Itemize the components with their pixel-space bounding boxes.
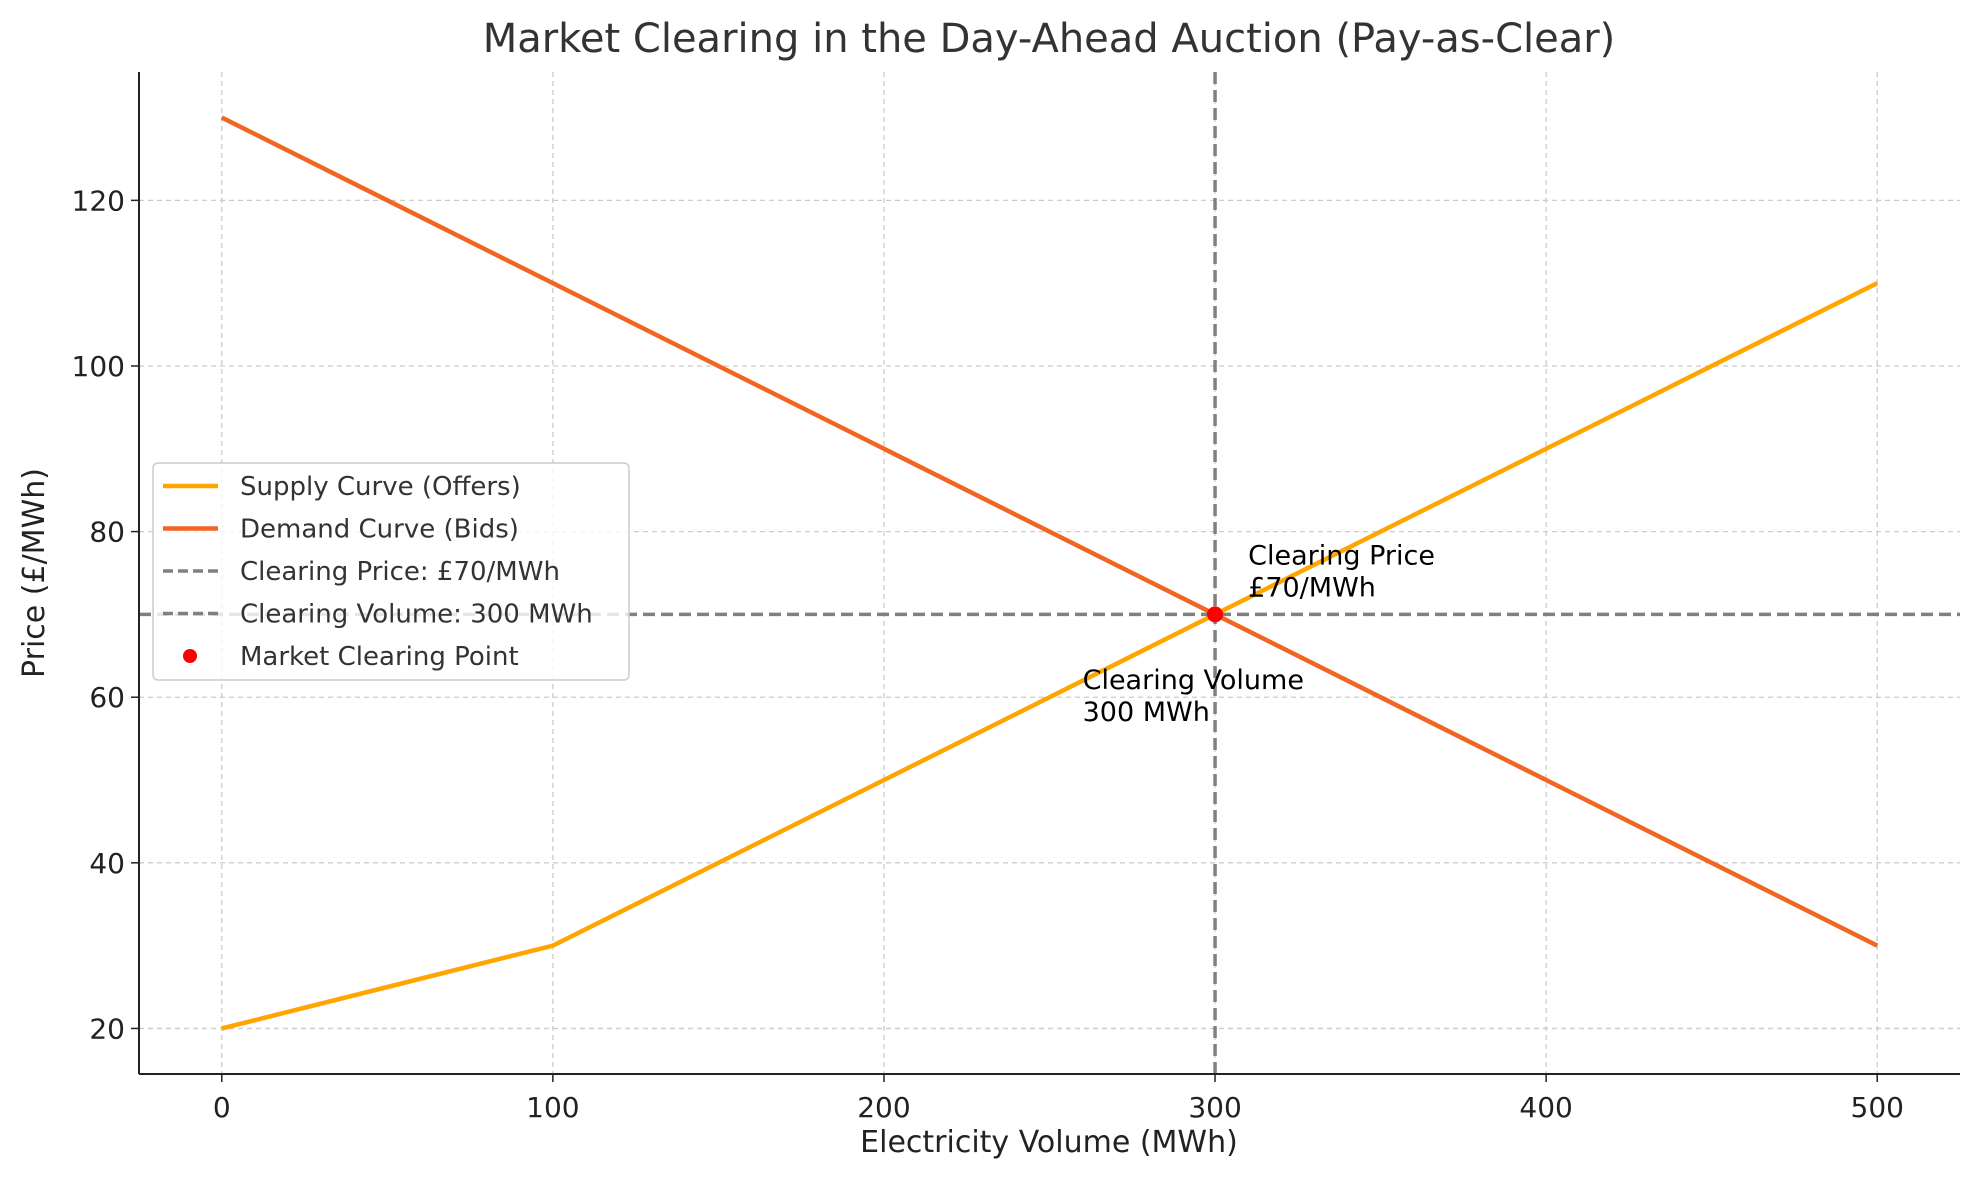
legend: Supply Curve (Offers) Demand Curve (Bids)…: [152, 462, 630, 681]
y-tick-label: 60: [89, 681, 125, 714]
x-tick-label: 100: [526, 1091, 579, 1124]
series-line-supply: [221, 281, 1879, 1031]
y-axis-label: Price (£/MWh): [17, 468, 52, 678]
x-tick-label: 500: [1851, 1091, 1904, 1124]
legend-label: Clearing Price: £70/MWh: [240, 557, 560, 587]
y-tick-label: 40: [89, 847, 125, 880]
y-tick-label: 100: [72, 350, 125, 383]
annotation-text: Clearing Volume: [1083, 665, 1304, 696]
y-tick-label: 20: [89, 1012, 125, 1045]
annotation-text: Clearing Price: [1248, 541, 1435, 572]
chart-title: Market Clearing in the Day-Ahead Auction…: [483, 16, 1616, 62]
legend-marker: [183, 649, 197, 663]
x-tick-label: 400: [1519, 1091, 1572, 1124]
x-tick-label: 200: [857, 1091, 910, 1124]
annotation-text: £70/MWh: [1248, 573, 1376, 604]
legend-label: Supply Curve (Offers): [240, 472, 521, 502]
x-axis-label: Electricity Volume (MWh): [860, 1125, 1238, 1160]
legend-box: [152, 462, 630, 681]
legend-label: Clearing Volume: 300 MWh: [240, 600, 593, 630]
y-tick-label: 80: [89, 516, 125, 549]
legend-label: Market Clearing Point: [240, 642, 519, 672]
y-tick-label: 120: [72, 184, 125, 217]
market-clearing-point: [1207, 606, 1224, 623]
series-line-demand: [220, 115, 1879, 948]
x-tick-label: 300: [1188, 1091, 1241, 1124]
x-tick-label: 0: [213, 1091, 231, 1124]
legend-label: Demand Curve (Bids): [240, 515, 519, 545]
annotation-text: 300 MWh: [1083, 697, 1210, 728]
